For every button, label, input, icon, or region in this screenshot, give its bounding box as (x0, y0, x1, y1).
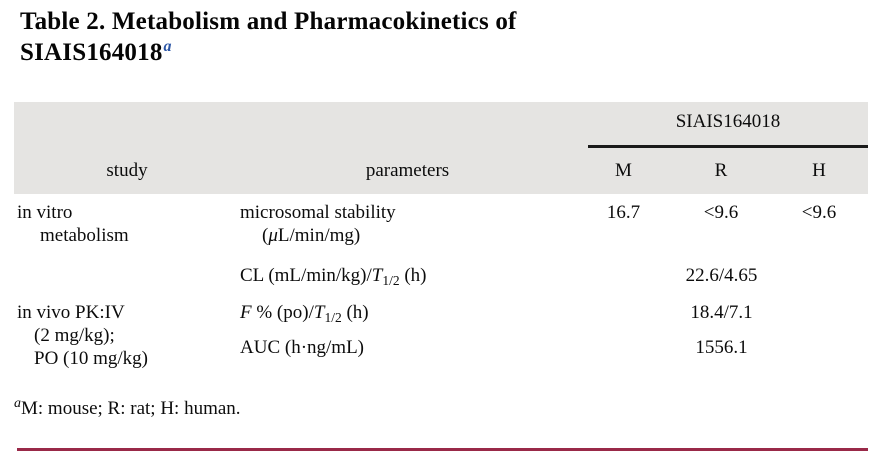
table-title-line1: Table 2. Metabolism and Pharmacokinetics… (20, 6, 885, 37)
value-clearance-merged: 22.6/4.65 (685, 265, 758, 286)
column-header-m: M (615, 160, 632, 181)
table-row-in-vivo-pk: in vivo PK:IV (2 mg/kg); PO (10 mg/kg) F… (14, 301, 868, 371)
study-line: PO (10 mg/kg) (34, 348, 148, 369)
study-line: metabolism (40, 225, 129, 246)
table-title-text2: SIAIS164018 (20, 39, 163, 66)
value-cell-in-vivo: 18.4/7.1 1556.1 (575, 301, 868, 371)
t-subscript: 1/2 (324, 310, 342, 325)
table-row-microsomal: in vitro metabolism microsomal stability… (14, 194, 868, 264)
parameter-cell-clearance: CL (mL/min/kg)/T1/2 (h) (240, 264, 575, 301)
table-header-band: SIAIS164018 study parameters M R H (14, 102, 868, 194)
parameter-line: (μL/min/mg) (240, 224, 575, 247)
parameter-line-auc: AUC (h·ng/mL) (240, 337, 365, 358)
column-header-study: study (106, 160, 148, 181)
table: SIAIS164018 study parameters M R H in vi… (14, 102, 868, 371)
study-line: (2 mg/kg); (34, 325, 115, 346)
column-header-parameters: parameters (365, 160, 450, 181)
f-symbol: F (240, 302, 252, 323)
title-footnote-marker: a (163, 38, 172, 55)
value-rat: <9.6 (703, 202, 739, 223)
table-title: Table 2. Metabolism and Pharmacokinetics… (20, 6, 885, 71)
value-mouse: 16.7 (606, 202, 641, 223)
value-auc-merged: 1556.1 (695, 337, 748, 358)
paren: ( (262, 225, 269, 246)
compound-name: SIAIS164018 (675, 111, 781, 132)
parameter-text: % (po)/ (251, 302, 314, 323)
table-footnote: aM: mouse; R: rat; H: human. (14, 396, 885, 423)
compound-spanner-row: SIAIS164018 (14, 102, 868, 148)
bottom-divider-rule (17, 448, 868, 451)
mu-symbol: μ (268, 225, 278, 246)
study-line: in vitro (17, 202, 73, 223)
footnote-marker: a (14, 396, 21, 411)
table-title-line2: SIAIS164018a (20, 37, 885, 71)
parameter-cell-microsomal: microsomal stability (μL/min/mg) (240, 201, 575, 264)
parameter-text: (h) (399, 265, 427, 286)
parameter-line: microsomal stability (240, 202, 396, 223)
study-cell-empty (14, 264, 240, 301)
paper-table-figure: Table 2. Metabolism and Pharmacokinetics… (0, 6, 885, 465)
study-cell-in-vitro: in vitro metabolism (14, 201, 240, 264)
t-symbol: T (371, 265, 383, 286)
column-header-r: R (714, 160, 728, 181)
t-symbol: T (313, 302, 325, 323)
parameter-text: (h) (341, 302, 369, 323)
unit-text: L/min/mg) (277, 225, 361, 246)
value-human: <9.6 (801, 202, 837, 223)
parameter-line-f: F % (po)/T1/2 (h) (240, 301, 575, 336)
column-header-h: H (812, 160, 826, 181)
table-row-clearance: CL (mL/min/kg)/T1/2 (h) 22.6/4.65 (14, 264, 868, 301)
table-title-text1: Table 2. Metabolism and Pharmacokinetics… (20, 8, 517, 35)
study-cell-in-vivo: in vivo PK:IV (2 mg/kg); PO (10 mg/kg) (14, 301, 240, 371)
parameter-cell-in-vivo: F % (po)/T1/2 (h) AUC (h·ng/mL) (240, 301, 575, 371)
compound-spanner-cell: SIAIS164018 (588, 102, 868, 148)
value-bioavailability-merged: 18.4/7.1 (690, 302, 753, 323)
column-header-row: study parameters M R H (14, 148, 868, 194)
footnote-text: M: mouse; R: rat; H: human. (21, 398, 241, 419)
study-line: in vivo PK:IV (17, 302, 125, 323)
t-subscript: 1/2 (382, 273, 400, 288)
parameter-text: CL (mL/min/kg)/ (240, 265, 372, 286)
